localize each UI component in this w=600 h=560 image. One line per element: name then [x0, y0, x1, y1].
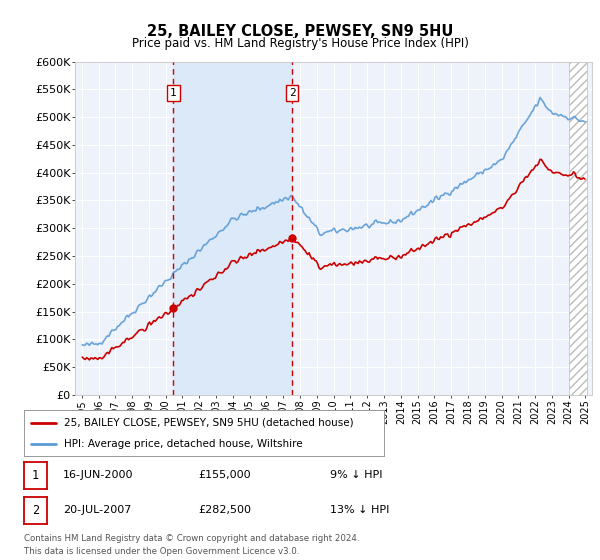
Text: £282,500: £282,500 [198, 505, 251, 515]
Text: £155,000: £155,000 [198, 470, 251, 480]
Text: 1: 1 [32, 469, 39, 482]
Text: 9% ↓ HPI: 9% ↓ HPI [330, 470, 383, 480]
Text: HPI: Average price, detached house, Wiltshire: HPI: Average price, detached house, Wilt… [64, 439, 302, 449]
Text: Price paid vs. HM Land Registry's House Price Index (HPI): Price paid vs. HM Land Registry's House … [131, 37, 469, 50]
Text: 2: 2 [289, 88, 296, 98]
Text: 20-JUL-2007: 20-JUL-2007 [63, 505, 131, 515]
Text: Contains HM Land Registry data © Crown copyright and database right 2024.
This d: Contains HM Land Registry data © Crown c… [24, 534, 359, 556]
Text: 25, BAILEY CLOSE, PEWSEY, SN9 5HU (detached house): 25, BAILEY CLOSE, PEWSEY, SN9 5HU (detac… [64, 418, 353, 428]
Text: 2: 2 [32, 503, 39, 517]
Text: 16-JUN-2000: 16-JUN-2000 [63, 470, 133, 480]
Text: 1: 1 [170, 88, 177, 98]
Text: 25, BAILEY CLOSE, PEWSEY, SN9 5HU: 25, BAILEY CLOSE, PEWSEY, SN9 5HU [147, 25, 453, 39]
Text: 13% ↓ HPI: 13% ↓ HPI [330, 505, 389, 515]
